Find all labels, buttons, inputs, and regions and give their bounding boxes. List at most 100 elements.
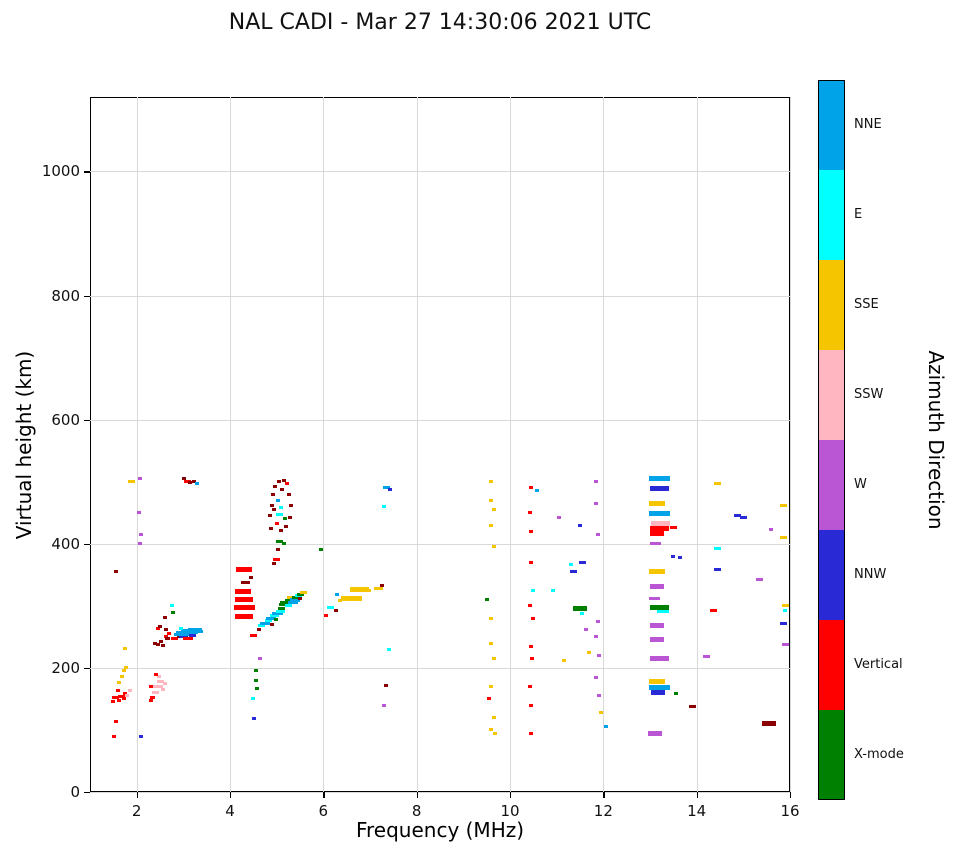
echo-point (273, 557, 281, 561)
echo-point (139, 532, 144, 536)
echo-point (273, 485, 278, 489)
echo-point (284, 604, 292, 608)
x-tick-mark (323, 792, 325, 798)
echo-point (527, 604, 532, 608)
echo-point (269, 503, 275, 507)
echo-point (163, 635, 168, 639)
echo-point (648, 510, 670, 516)
echo-point (326, 605, 334, 609)
echo-point (280, 600, 292, 604)
echo-point (595, 619, 600, 623)
echo-point (240, 581, 251, 585)
echo-point (253, 669, 258, 673)
y-tick-label: 400 (51, 534, 80, 553)
colorbar-segment (818, 620, 845, 710)
gridline-vertical (416, 97, 418, 792)
echo-point (756, 577, 764, 581)
echo-point (183, 480, 191, 484)
x-tick-mark (790, 792, 792, 798)
y-tick-label: 0 (70, 783, 80, 801)
gridline-horizontal (90, 295, 790, 297)
colorbar-category-label: SSE (854, 297, 879, 312)
x-tick-mark (230, 792, 232, 798)
echo-point (169, 604, 174, 608)
x-tick-label: 8 (411, 802, 422, 820)
colorbar-segment (818, 170, 845, 260)
colorbar-category-label: NNE (854, 117, 882, 132)
echo-point (161, 644, 166, 648)
echo-point (491, 716, 496, 720)
echo-point (650, 623, 664, 629)
echo-point (561, 658, 566, 662)
echo-point (648, 500, 666, 506)
echo-point (114, 720, 119, 724)
colorbar-segment (818, 530, 845, 620)
echo-point (269, 622, 275, 626)
echo-point (182, 477, 187, 481)
echo-point (577, 523, 583, 527)
echo-point (381, 505, 387, 509)
echo-point (528, 644, 534, 648)
echo-point (136, 511, 142, 515)
echo-point (119, 675, 124, 679)
echo-point (111, 699, 116, 703)
echo-point (650, 584, 664, 590)
echo-point (112, 696, 120, 700)
echo-point (387, 488, 392, 492)
gridline-vertical (323, 97, 325, 792)
y-tick-mark (84, 171, 90, 173)
echo-point (781, 643, 789, 647)
echo-point (657, 609, 669, 613)
echo-point (364, 588, 372, 592)
echo-point (530, 657, 535, 661)
gridline-vertical (230, 97, 231, 792)
x-tick-label: 10 (500, 802, 520, 820)
echo-point (138, 477, 143, 481)
echo-point (252, 717, 257, 721)
echo-point (189, 634, 197, 638)
echo-point (272, 508, 277, 512)
echo-point (248, 576, 254, 580)
echo-point (122, 692, 128, 696)
echo-point (281, 542, 286, 546)
y-tick-mark (84, 792, 90, 794)
echo-point (188, 481, 193, 485)
chart-title: NAL CADI - Mar 27 14:30:06 2021 UTC (228, 10, 652, 35)
echo-point (288, 503, 293, 507)
gridline-vertical (136, 97, 138, 792)
echo-point (174, 632, 182, 636)
echo-point (295, 599, 300, 603)
echo-point (153, 641, 158, 645)
echo-point (335, 593, 340, 597)
echo-point (568, 562, 573, 566)
echo-point (287, 492, 292, 496)
echo-point (297, 596, 303, 600)
echo-point (783, 609, 788, 613)
echo-point (779, 503, 787, 507)
echo-point (650, 637, 664, 643)
echo-point (121, 697, 126, 701)
echo-point (275, 498, 280, 502)
echo-point (170, 610, 176, 614)
gridline-horizontal (90, 419, 790, 421)
echo-point (264, 619, 272, 623)
gridline-horizontal (90, 667, 790, 669)
echo-point (156, 675, 162, 679)
echo-point (275, 513, 283, 517)
y-tick-label: 200 (51, 658, 80, 677)
echo-point (489, 616, 494, 620)
echo-point (287, 515, 292, 519)
y-tick-label: 600 (51, 410, 80, 429)
echo-point (124, 665, 129, 669)
echo-point (125, 693, 130, 697)
echo-point (137, 542, 143, 546)
x-tick-mark (603, 792, 605, 798)
echo-point (528, 731, 534, 735)
x-tick-label: 4 (225, 802, 235, 820)
y-tick-mark (84, 667, 90, 670)
echo-point (373, 586, 384, 590)
echo-point (163, 627, 168, 631)
echo-point (234, 589, 252, 595)
colorbar-category-label: NNW (854, 567, 887, 582)
